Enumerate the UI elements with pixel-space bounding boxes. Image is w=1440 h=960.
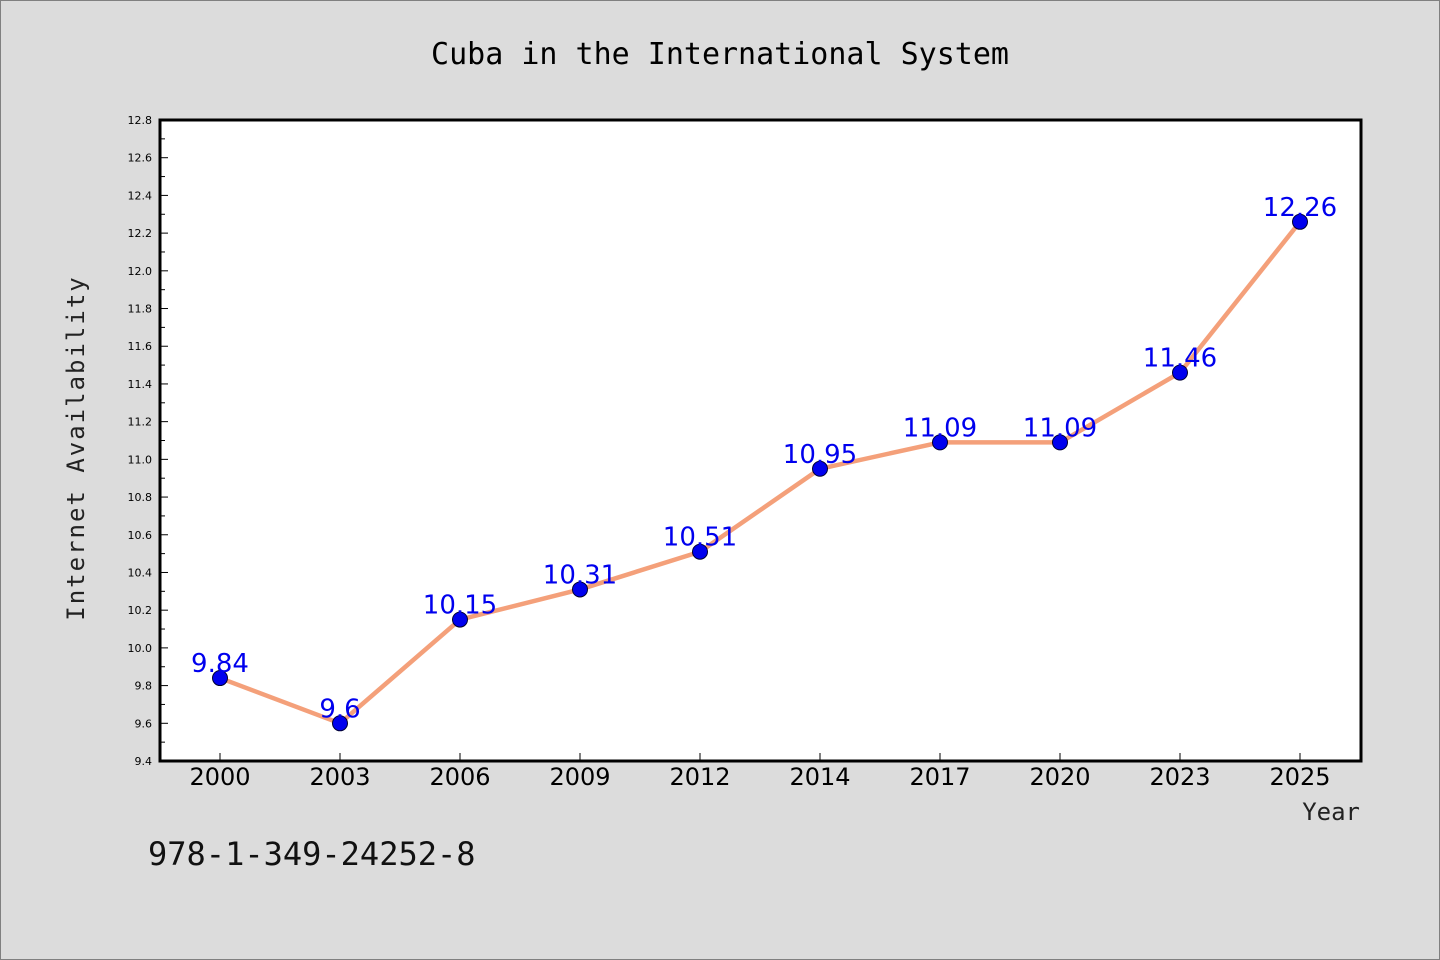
series-line xyxy=(219,220,1302,726)
y-tick-label: 9.4 xyxy=(135,755,153,768)
data-point-marker xyxy=(572,581,588,598)
y-tick-label: 10.2 xyxy=(128,604,153,617)
x-tick-label: 2020 xyxy=(1029,763,1090,791)
x-tick-label: 2003 xyxy=(309,763,370,791)
y-tick-label: 11.8 xyxy=(128,303,153,316)
plot-area xyxy=(160,120,1361,761)
x-tick-label: 2023 xyxy=(1149,763,1210,791)
series-markers xyxy=(212,213,1308,732)
data-point-marker xyxy=(1292,213,1308,230)
caption-isbn: 978-1-349-24252-8 xyxy=(148,835,476,873)
data-point-label: 9.6 xyxy=(319,694,360,724)
data-point-label: 10.95 xyxy=(783,440,857,470)
x-tick-label: 2009 xyxy=(549,763,610,791)
x-tick-label: 2000 xyxy=(189,763,250,791)
chart-title: Cuba in the International System xyxy=(431,37,1009,72)
data-point-label: 9.84 xyxy=(191,649,249,679)
x-tick-label: 2012 xyxy=(669,763,730,791)
y-tick-label: 12.0 xyxy=(128,265,153,278)
plot-frame xyxy=(158,118,1363,763)
data-point-label: 12.26 xyxy=(1263,193,1337,223)
y-tick-label: 10.4 xyxy=(128,566,153,579)
data-point-marker xyxy=(1172,364,1188,381)
data-point-marker xyxy=(812,460,828,477)
data-point-label: 11.46 xyxy=(1143,344,1217,374)
y-tick-label: 9.8 xyxy=(135,680,153,693)
data-point-label: 11.09 xyxy=(1023,413,1097,443)
data-labels: 9.84 9.6 10.15 10.31 10.51 10.95 11.09 11.09 11.… xyxy=(191,193,1337,724)
y-tick-label: 9.6 xyxy=(135,717,153,730)
x-tick-label: 2006 xyxy=(429,763,490,791)
y-tick-label: 12.4 xyxy=(128,189,153,202)
data-point-marker xyxy=(932,434,948,451)
data-point-label: 11.09 xyxy=(903,413,977,443)
data-point-label: 10.31 xyxy=(543,560,617,590)
y-tick-label: 12.2 xyxy=(128,227,153,240)
data-point-label: 10.51 xyxy=(663,523,737,553)
data-point-label: 10.15 xyxy=(423,591,497,621)
x-tick-label: 2017 xyxy=(909,763,970,791)
data-point-marker xyxy=(332,715,348,732)
y-tick-label: 11.0 xyxy=(128,453,153,466)
x-tick-label: 2014 xyxy=(789,763,850,791)
x-axis-label: Year xyxy=(1302,798,1360,826)
x-axis-ticks: 2000 2003 2006 2009 2012 2014 2017 2020 2023 2025 xyxy=(189,753,1331,791)
y-tick-label: 10.8 xyxy=(128,491,153,504)
data-point-marker xyxy=(212,670,228,687)
data-point-marker xyxy=(692,543,708,560)
y-tick-label: 10.6 xyxy=(128,529,153,542)
data-point-marker xyxy=(1052,434,1068,451)
y-tick-label: 11.6 xyxy=(128,340,153,353)
y-tick-label: 11.4 xyxy=(128,378,153,391)
y-axis-label: Internet Availability xyxy=(62,275,90,620)
data-point-marker xyxy=(452,611,468,628)
y-tick-label: 12.8 xyxy=(128,114,153,127)
y-tick-label: 11.2 xyxy=(128,416,153,429)
y-tick-label: 12.6 xyxy=(128,152,153,165)
x-tick-label: 2025 xyxy=(1269,763,1330,791)
y-tick-label: 10.0 xyxy=(128,642,153,655)
